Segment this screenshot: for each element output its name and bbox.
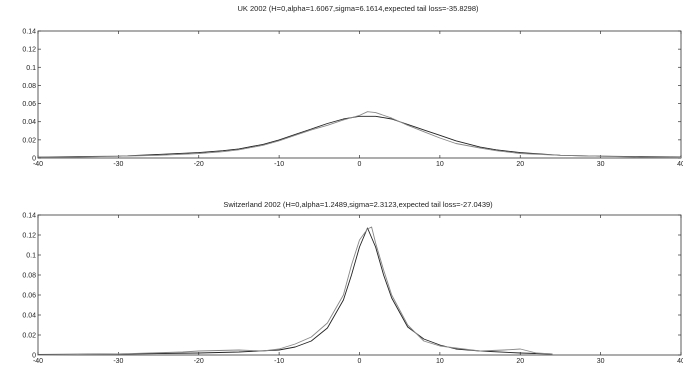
switzerland-2002-plot-frame (37, 214, 682, 356)
uk-2002-xtick-label: 30 (597, 161, 605, 168)
uk-2002-xtick-label: -20 (194, 161, 204, 168)
uk-2002-ytick-label: 0.08 (22, 83, 36, 90)
switzerland-2002-ytick-label: 0.06 (22, 293, 36, 300)
uk-2002-ytick-label: 0.14 (22, 29, 36, 36)
uk-2002-title: UK 2002 (H=0,alpha=1.6067,sigma=6.1614,e… (238, 4, 480, 13)
switzerland-2002-xtick-label: -40 (33, 358, 43, 365)
switzerland-2002-xtick-label: -10 (274, 358, 284, 365)
switzerland-2002-ytick-label: 0.02 (22, 333, 36, 340)
switzerland-2002-panel: Switzerland 2002 (H=0,alpha=1.2489,sigma… (22, 200, 683, 365)
switzerland-2002-series-2-line (37, 226, 553, 356)
uk-2002-series (37, 111, 682, 158)
switzerland-2002-xtick-label: 40 (677, 358, 683, 365)
uk-2002-series-2-line (38, 111, 682, 158)
uk-2002-ytick-label: 0.02 (22, 137, 36, 144)
switzerland-2002-ytick-label: 0.1 (26, 253, 36, 260)
switzerland-2002-ytick-label: 0.12 (22, 233, 36, 240)
uk-2002-series-1-line (37, 115, 682, 158)
uk-2002-xtick-label: 10 (436, 161, 444, 168)
switzerland-2002-ytick-label: 0.14 (22, 213, 36, 220)
uk-2002-xtick-label: 40 (677, 161, 683, 168)
uk-2002-ytick-label: 0.1 (26, 65, 36, 72)
uk-2002-plot-frame (37, 30, 682, 159)
switzerland-2002-series-1-line (37, 227, 553, 355)
uk-2002-xtick-label: -30 (113, 161, 123, 168)
switzerland-2002-ytick-label: 0.04 (22, 313, 36, 320)
switzerland-2002-ytick-label: 0.08 (22, 273, 36, 280)
switzerland-2002-xtick-label: 20 (516, 358, 524, 365)
uk-2002-xtick-label: -10 (274, 161, 284, 168)
uk-2002-xtick-label: 20 (516, 161, 524, 168)
uk-2002-xtick-label: 0 (358, 161, 362, 168)
switzerland-2002-xtick-label: -30 (113, 358, 123, 365)
uk-2002-xtick-label: -40 (33, 161, 43, 168)
switzerland-2002-xtick-label: 30 (597, 358, 605, 365)
uk-2002-ytick-label: 0.06 (22, 101, 36, 108)
switzerland-2002-title: Switzerland 2002 (H=0,alpha=1.2489,sigma… (223, 200, 493, 209)
switzerland-2002-series (37, 226, 553, 356)
uk-2002-ticks: -40 -30 -20 -10 0 10 20 30 40 0 0.02 0.04 0.06 0.08 0.… (22, 29, 683, 169)
uk-2002-ytick-label: 0.12 (22, 47, 36, 54)
switzerland-2002-xtick-label: -20 (194, 358, 204, 365)
switzerland-2002-ytick-label: 0 (32, 353, 36, 360)
uk-2002-ytick-label: 0.04 (22, 119, 36, 126)
switzerland-2002-xtick-label: 0 (358, 358, 362, 365)
uk-2002-ytick-label: 0 (32, 156, 36, 163)
switzerland-2002-ticks: -40 -30 -20 -10 0 10 20 30 40 0 0.02 0.04 0.06 0.08 0.… (22, 213, 683, 366)
uk-2002-panel: UK 2002 (H=0,alpha=1.6067,sigma=6.1614,e… (22, 4, 683, 168)
switzerland-2002-xtick-label: 10 (436, 358, 444, 365)
